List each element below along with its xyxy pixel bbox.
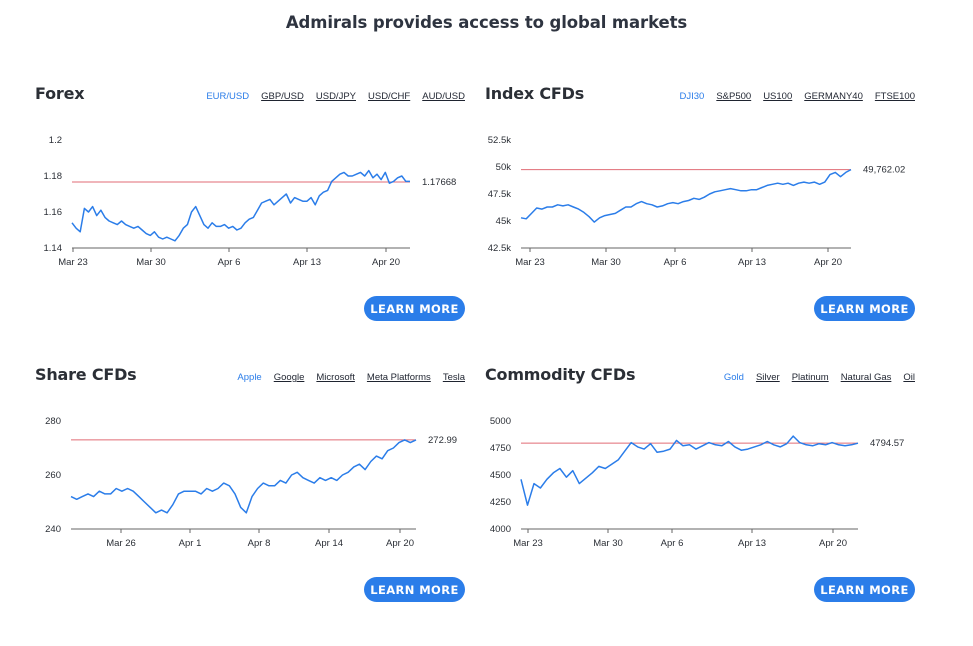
index-chart: 42.5k 45k 47.5k 50k 52.5k Mar 23 Mar 30 Apr 6 Ap… <box>488 135 906 268</box>
tab-usd-chf[interactable]: USD/CHF <box>368 91 411 102</box>
instrument-tabs: Gold Silver Platinum Natural Gas Oil <box>724 372 915 383</box>
x-tick-label: Apr 20 <box>819 538 847 549</box>
instrument-tabs: Apple Google Microsoft Meta Platforms Te… <box>237 372 465 383</box>
commodity-chart: 4000 4250 4500 4750 5000 Mar 23 Mar 30 Apr 6 Apr… <box>490 416 904 549</box>
x-tick-label: Apr 13 <box>293 257 321 268</box>
y-tick-label: 1.14 <box>44 243 63 254</box>
y-tick-label: 50k <box>496 162 512 173</box>
panel-title: Forex <box>35 84 85 103</box>
reference-value-label: 4794.57 <box>870 438 904 449</box>
tab-usd-jpy[interactable]: USD/JPY <box>315 91 356 102</box>
instrument-tabs: EUR/USD GBP/USD USD/JPY USD/CHF AUD/USD <box>206 91 465 102</box>
y-tick-label: 45k <box>496 216 512 227</box>
index-cfds-panel: Index CFDs DJI30 S&P500 US100 GERMANY40 … <box>485 84 915 346</box>
forex-chart: 1.14 1.16 1.18 1.2 Mar 23 Mar 30 Apr 6 Apr 13 Ap… <box>44 135 457 268</box>
x-tick-label: Apr 13 <box>738 538 766 549</box>
tab-aud-usd[interactable]: AUD/USD <box>422 91 465 102</box>
tab-oil[interactable]: Oil <box>903 372 915 383</box>
reference-value-label: 272.99 <box>428 435 457 446</box>
tab-germany40[interactable]: GERMANY40 <box>804 91 863 102</box>
x-tick-label: Mar 23 <box>58 257 88 268</box>
price-series-line <box>520 435 859 506</box>
x-tick-label: Mar 30 <box>593 538 623 549</box>
y-tick-label: 240 <box>45 524 61 535</box>
x-tick-label: Mar 23 <box>513 538 543 549</box>
share-cfds-panel: Share CFDs Apple Google Microsoft Meta P… <box>35 365 465 627</box>
y-tick-label: 4000 <box>490 524 511 535</box>
price-series-line <box>71 169 410 242</box>
y-tick-label: 1.16 <box>44 207 63 218</box>
learn-more-button[interactable]: LEARN MORE <box>364 577 465 602</box>
y-tick-label: 1.2 <box>49 135 62 146</box>
y-tick-label: 1.18 <box>44 171 63 182</box>
x-tick-label: Mar 26 <box>106 538 136 549</box>
instrument-tabs: DJI30 S&P500 US100 GERMANY40 FTSE100 <box>679 91 915 102</box>
tab-apple[interactable]: Apple <box>237 372 262 383</box>
reference-value-label: 1.17668 <box>422 177 456 188</box>
x-tick-label: Apr 20 <box>814 257 842 268</box>
y-tick-label: 5000 <box>490 416 511 427</box>
y-tick-label: 260 <box>45 470 61 481</box>
x-tick-label: Mar 30 <box>136 257 166 268</box>
x-tick-label: Apr 1 <box>179 538 202 549</box>
x-tick-label: Mar 30 <box>591 257 621 268</box>
tab-silver[interactable]: Silver <box>755 372 780 383</box>
tab-tesla[interactable]: Tesla <box>442 372 465 383</box>
tab-natural-gas[interactable]: Natural Gas <box>840 372 892 383</box>
x-tick-label: Apr 6 <box>664 257 687 268</box>
y-tick-label: 4500 <box>490 470 511 481</box>
y-tick-label: 47.5k <box>488 189 511 200</box>
tab-us100[interactable]: US100 <box>763 91 793 102</box>
learn-more-button[interactable]: LEARN MORE <box>814 577 915 602</box>
tab-gbp-usd[interactable]: GBP/USD <box>261 91 304 102</box>
tab-meta-platforms[interactable]: Meta Platforms <box>366 372 431 383</box>
x-tick-label: Apr 14 <box>315 538 343 549</box>
reference-value-label: 49,762.02 <box>863 165 905 176</box>
panel-title: Share CFDs <box>35 365 137 384</box>
learn-more-button[interactable]: LEARN MORE <box>814 296 915 321</box>
price-series-line <box>70 439 417 514</box>
tab-gold[interactable]: Gold <box>723 372 744 383</box>
x-tick-label: Apr 20 <box>372 257 400 268</box>
tab-eur-usd[interactable]: EUR/USD <box>206 91 250 102</box>
x-tick-label: Apr 20 <box>386 538 414 549</box>
y-tick-label: 280 <box>45 416 61 427</box>
panel-title: Index CFDs <box>485 84 585 103</box>
panel-title: Commodity CFDs <box>485 365 636 384</box>
tab-dji30[interactable]: DJI30 <box>679 91 705 102</box>
forex-panel: Forex EUR/USD GBP/USD USD/JPY USD/CHF AU… <box>35 84 465 346</box>
x-tick-label: Apr 13 <box>738 257 766 268</box>
tab-ftse100[interactable]: FTSE100 <box>874 91 915 102</box>
tab-sp500[interactable]: S&P500 <box>716 91 752 102</box>
share-chart: 240 260 280 Mar 26 Apr 1 Apr 8 Apr 14 Apr 20 272… <box>45 416 457 549</box>
x-tick-label: Mar 23 <box>515 257 545 268</box>
tab-google[interactable]: Google <box>273 372 305 383</box>
x-tick-label: Apr 6 <box>661 538 684 549</box>
price-series-line <box>520 168 852 223</box>
y-tick-label: 52.5k <box>488 135 511 146</box>
tab-microsoft[interactable]: Microsoft <box>316 372 355 383</box>
y-tick-label: 42.5k <box>488 243 511 254</box>
x-tick-label: Apr 6 <box>218 257 241 268</box>
y-tick-label: 4750 <box>490 443 511 454</box>
page-headline: Admirals provides access to global marke… <box>285 13 688 32</box>
learn-more-button[interactable]: LEARN MORE <box>364 296 465 321</box>
x-tick-label: Apr 8 <box>248 538 271 549</box>
y-tick-label: 4250 <box>490 497 511 508</box>
commodity-cfds-panel: Commodity CFDs Gold Silver Platinum Natu… <box>485 365 915 627</box>
tab-platinum[interactable]: Platinum <box>791 372 829 383</box>
